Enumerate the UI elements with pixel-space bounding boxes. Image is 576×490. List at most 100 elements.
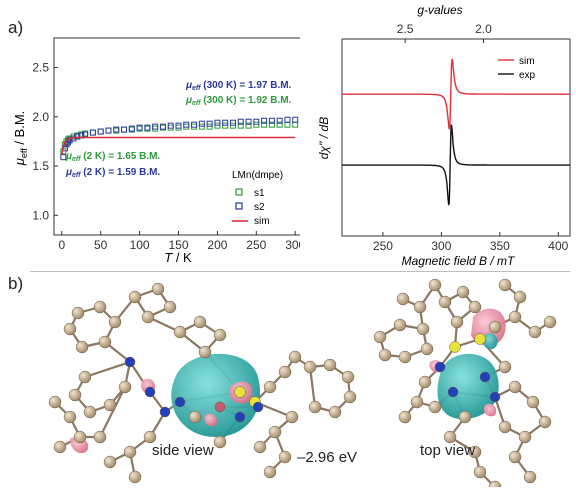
- x-tick-label-150: 150: [168, 238, 188, 252]
- carbon-atom: [498, 420, 512, 434]
- carbon-atom: [513, 290, 527, 304]
- carbon-atom: [398, 350, 412, 364]
- series-s2-point: [89, 129, 96, 136]
- chart2-top-axis-label: g-values: [417, 3, 462, 17]
- series-s2-point: [222, 119, 229, 126]
- series-s1-point: [268, 121, 275, 128]
- carbon-atom: [83, 405, 97, 419]
- carbon-atom: [214, 401, 226, 413]
- carbon-atom: [278, 450, 292, 464]
- series-s2-point: [167, 122, 174, 129]
- epr-chart: 250 300 350 400 2.5 2.0 g-values Magnetic fi…: [317, 3, 571, 268]
- carbon-atom: [528, 325, 542, 339]
- carbon-atom: [373, 330, 387, 344]
- series-s1-point: [175, 124, 182, 131]
- nitrogen-atom: [447, 386, 459, 398]
- series-sim-line: [61, 136, 296, 155]
- legend-s1-label: s1: [254, 188, 265, 199]
- series-s1-point: [284, 121, 291, 128]
- series-s1-point: [105, 127, 112, 134]
- chart1-xlabel: T / K: [164, 250, 192, 265]
- series-s2-point: [121, 126, 128, 133]
- carbon-atom: [103, 398, 117, 412]
- phosphorus-atom: [474, 333, 486, 345]
- carbon-atom: [488, 480, 502, 487]
- bond: [99, 386, 126, 438]
- legend-s2-marker: [235, 202, 243, 210]
- series-s1-point: [167, 124, 174, 131]
- series-s2-point: [183, 121, 190, 128]
- chart1-legend: LMn(dmpe) s1 s2 sim: [232, 170, 283, 227]
- chart2-xlabel: Magnetic field B / mT: [402, 254, 516, 268]
- carbon-atom: [413, 300, 427, 314]
- series-s2-point: [206, 120, 213, 127]
- epr-x-tick-label-250: 250: [373, 239, 393, 253]
- orbital-illustrations: [48, 278, 557, 487]
- series-s1-point: [292, 121, 299, 128]
- chart2-x-ticks: 250 300 350 400: [373, 232, 569, 253]
- series-s1-point: [191, 123, 198, 130]
- series-s2-point: [105, 127, 112, 134]
- carbon-atom: [343, 390, 357, 404]
- legend-title: LMn(dmpe): [232, 170, 283, 181]
- x-tick-label-250: 250: [246, 238, 266, 252]
- chart1-annotations: μeff (300 K) = 1.97 B.M. μeff (300 K) = …: [65, 80, 292, 179]
- chart2-ylabel: dχ'' / dB: [317, 117, 331, 160]
- series-s2-point: [214, 119, 221, 126]
- carbon-atom: [198, 345, 212, 359]
- carbon-atom: [341, 370, 355, 384]
- nitrogen-atom: [159, 406, 171, 418]
- carbon-atom: [456, 285, 470, 299]
- annotation-300k-s1: μeff (300 K) = 1.92 B.M.: [185, 95, 292, 107]
- phosphorus-atom: [449, 341, 461, 353]
- carbon-atom: [523, 470, 537, 484]
- carbon-atom: [278, 365, 292, 379]
- orbital-lobe-positive: [482, 333, 498, 350]
- carbon-atom: [103, 455, 117, 469]
- series-s2-point: [253, 118, 260, 125]
- carbon-atom: [288, 350, 302, 364]
- series-s2-point: [191, 121, 198, 128]
- carbon-atom: [188, 410, 202, 424]
- x-tick-label-50: 50: [94, 238, 108, 252]
- chart1-series: [60, 116, 299, 161]
- series-s2-point: [284, 116, 291, 123]
- epr-x-tick-label-350: 350: [490, 239, 510, 253]
- series-s2-point: [276, 117, 283, 124]
- carbon-atom: [128, 470, 142, 484]
- carbon-atom: [78, 370, 92, 384]
- chart1-y-ticks: 1.0 1.5 2.0 2.5: [32, 61, 58, 222]
- panel-divider: [30, 271, 570, 272]
- y-tick-label-1.5: 1.5: [32, 159, 49, 173]
- carbon-atom: [253, 440, 267, 454]
- carbon-atom: [393, 318, 407, 332]
- carbon-atom: [468, 300, 482, 314]
- chart2-top-ticks: 2.5 2.0: [397, 22, 492, 43]
- series-s2-point: [128, 125, 135, 132]
- series-s2-point: [74, 133, 81, 140]
- top-view-molecule: [373, 278, 557, 487]
- series-s2-point: [292, 116, 299, 123]
- series-s2-point: [152, 123, 159, 130]
- annotation-2k-s2: μeff (2 K) = 1.59 B.M.: [65, 167, 160, 179]
- series-s1-point: [121, 126, 128, 133]
- carbon-atom: [410, 395, 424, 409]
- side-view-label: side view: [152, 442, 214, 459]
- panel-a-label: a): [8, 18, 24, 37]
- carbon-atom: [263, 465, 277, 479]
- carbon-atom: [518, 430, 532, 444]
- carbon-atom: [285, 410, 299, 424]
- series-s2-point: [113, 126, 120, 133]
- y-tick-label-2.5: 2.5: [32, 61, 49, 75]
- carbon-atom: [428, 400, 442, 414]
- y-tick-label-2: 2.0: [32, 110, 49, 124]
- series-s1-point: [261, 121, 268, 128]
- carbon-atom: [123, 445, 137, 459]
- series-s2-point: [268, 117, 275, 124]
- series-s2-point: [237, 118, 244, 125]
- carbon-atom: [526, 395, 540, 409]
- carbon-atom: [68, 388, 82, 402]
- carbon-atom: [73, 430, 87, 444]
- carbon-atom: [303, 360, 317, 374]
- mueff-chart: 0 50 100 150 200 250 300 1.0 1.5 2.0 2.5 T / K μe…: [12, 37, 300, 265]
